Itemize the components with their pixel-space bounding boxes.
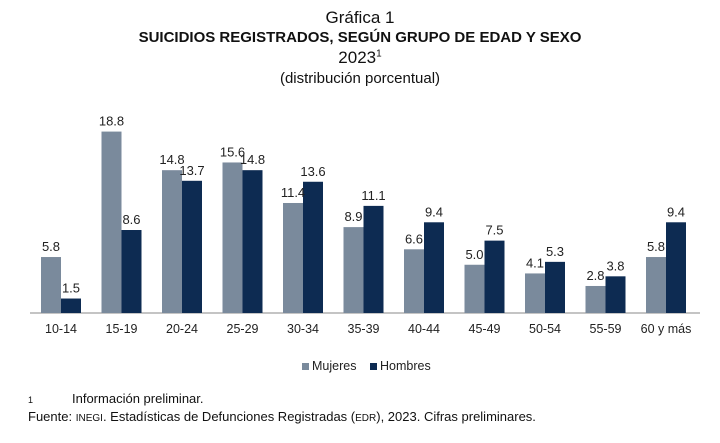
value-label-hombres-35-39: 11.1 <box>361 188 385 203</box>
value-label-hombres-55-59: 3.8 <box>606 258 624 273</box>
bar-hombres-60-y-más <box>666 222 686 313</box>
legend-label-hombres: Hombres <box>380 359 431 373</box>
value-label-hombres-45-49: 7.5 <box>485 223 503 238</box>
bar-hombres-50-54 <box>545 261 565 313</box>
x-tick-label-55-59: 55-59 <box>590 322 622 336</box>
x-tick-label-15-19: 15-19 <box>106 322 138 336</box>
value-label-mujeres-30-34: 11.4 <box>281 185 305 200</box>
bar-mujeres-25-29 <box>222 162 243 313</box>
source-org: INEGI <box>75 412 103 424</box>
bar-hombres-45-49 <box>484 240 505 313</box>
x-tick-label-35-39: 35-39 <box>348 322 380 336</box>
x-tick-label-50-54: 50-54 <box>529 322 561 336</box>
source-end: ), 2023. Cifras preliminares. <box>376 408 536 424</box>
bar-hombres-35-39 <box>363 205 384 313</box>
source-line: Fuente: INEGI. Estadísticas de Defuncion… <box>0 408 708 426</box>
bars-group <box>41 131 686 313</box>
value-label-mujeres-50-54: 4.1 <box>526 255 544 270</box>
legend: Mujeres Hombres <box>302 359 431 373</box>
note-text: Información preliminar. <box>72 391 204 406</box>
value-label-mujeres-25-29: 15.6 <box>220 144 245 159</box>
value-label-hombres-30-34: 13.6 <box>300 164 325 179</box>
note-mark: 1 <box>28 395 34 405</box>
value-label-mujeres-10-14: 5.8 <box>42 239 60 254</box>
figure-label: Gráfica 1 <box>325 8 395 27</box>
x-tick-labels-group: 10-14 15-19 20-24 25-29 30-34 35-39 40-44 45-49… <box>45 322 691 336</box>
footnotes: 1 Información preliminar. Fuente: INEGI.… <box>28 390 708 425</box>
source-mid: . Estadísticas de Defunciones Registrada… <box>102 408 356 424</box>
value-label-hombres-50-54: 5.3 <box>546 244 564 259</box>
year-note-mark: 1 <box>376 48 382 60</box>
source-prefix: Fuente: <box>28 408 76 424</box>
bar-mujeres-15-19 <box>101 131 122 313</box>
bar-mujeres-35-39 <box>343 227 364 313</box>
value-label-hombres-20-24: 13.7 <box>179 163 204 178</box>
value-label-mujeres-20-24: 14.8 <box>159 152 184 167</box>
bar-hombres-10-14 <box>61 298 81 313</box>
value-labels-group: 5.81.518.88.614.813.715.614.811.413.68.9… <box>42 114 685 296</box>
value-label-mujeres-35-39: 8.9 <box>344 209 362 224</box>
value-label-hombres-40-44: 9.4 <box>425 204 443 219</box>
bar-mujeres-55-59 <box>585 285 606 313</box>
value-label-hombres-60-y-más: 9.4 <box>667 204 685 219</box>
bar-hombres-20-24 <box>182 180 202 313</box>
bar-hombres-55-59 <box>605 276 626 313</box>
legend-swatch-mujeres <box>302 363 309 370</box>
legend-label-mujeres: Mujeres <box>312 359 356 373</box>
bar-mujeres-60-y-más <box>646 257 666 313</box>
bar-mujeres-20-24 <box>162 170 182 313</box>
x-tick-label-30-34: 30-34 <box>287 322 319 336</box>
bar-mujeres-40-44 <box>404 249 424 313</box>
x-tick-label-60-y-más: 60 y más <box>641 322 692 336</box>
x-tick-label-10-14: 10-14 <box>45 322 77 336</box>
value-label-hombres-25-29: 14.8 <box>240 152 265 167</box>
chart-header: Gráfica 1 SUICIDIOS REGISTRADOS, SEGÚN G… <box>0 8 720 88</box>
bar-hombres-15-19 <box>121 230 142 313</box>
chart-title: SUICIDIOS REGISTRADOS, SEGÚN GRUPO DE ED… <box>138 29 582 47</box>
chart-year: 20231 <box>0 48 720 68</box>
bar-hombres-40-44 <box>424 222 444 313</box>
bar-mujeres-45-49 <box>464 264 485 313</box>
value-label-hombres-10-14: 1.5 <box>62 281 80 296</box>
value-label-mujeres-60-y-más: 5.8 <box>647 239 665 254</box>
value-label-mujeres-45-49: 5.0 <box>465 247 483 262</box>
bar-hombres-30-34 <box>303 181 323 313</box>
bar-mujeres-30-34 <box>283 202 303 313</box>
value-label-mujeres-55-59: 2.8 <box>586 268 604 283</box>
legend-swatch-hombres <box>370 363 377 370</box>
source-abbr: EDR <box>355 412 377 424</box>
x-tick-label-45-49: 45-49 <box>469 322 501 336</box>
bar-mujeres-50-54 <box>525 273 545 313</box>
x-tick-label-25-29: 25-29 <box>227 322 259 336</box>
bar-mujeres-10-14 <box>41 257 61 313</box>
bar-hombres-25-29 <box>242 170 263 313</box>
value-label-hombres-15-19: 8.6 <box>122 212 140 227</box>
x-tick-label-20-24: 20-24 <box>166 322 198 336</box>
value-label-mujeres-40-44: 6.6 <box>405 231 423 246</box>
chart-subtitle: (distribución porcentual) <box>279 69 441 87</box>
year-text: 2023 <box>338 48 377 68</box>
x-tick-label-40-44: 40-44 <box>408 322 440 336</box>
value-label-mujeres-15-19: 18.8 <box>99 114 124 129</box>
preliminary-note: 1 Información preliminar. <box>28 390 708 408</box>
